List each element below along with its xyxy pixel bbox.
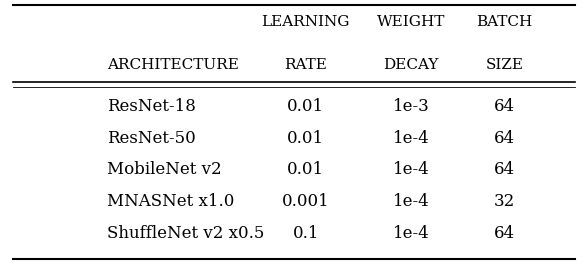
Text: ShuffleNet v2 x0.5: ShuffleNet v2 x0.5: [107, 225, 264, 242]
Text: 0.1: 0.1: [292, 225, 319, 242]
Text: BATCH: BATCH: [476, 15, 533, 30]
Text: 32: 32: [494, 193, 515, 210]
Text: 0.01: 0.01: [287, 130, 324, 147]
Text: 1e-4: 1e-4: [393, 161, 429, 178]
Text: WEIGHT: WEIGHT: [377, 15, 445, 30]
Text: 0.01: 0.01: [287, 161, 324, 178]
Text: ARCHITECTURE: ARCHITECTURE: [107, 57, 239, 72]
Text: ResNet-18: ResNet-18: [107, 98, 196, 115]
Text: 0.001: 0.001: [282, 193, 330, 210]
Text: SIZE: SIZE: [486, 57, 524, 72]
Text: LEARNING: LEARNING: [262, 15, 350, 30]
Text: MobileNet v2: MobileNet v2: [107, 161, 221, 178]
Text: 1e-4: 1e-4: [393, 130, 429, 147]
Text: DECAY: DECAY: [383, 57, 439, 72]
Text: 1e-3: 1e-3: [393, 98, 429, 115]
Text: 1e-4: 1e-4: [393, 193, 429, 210]
Text: 0.01: 0.01: [287, 98, 324, 115]
Text: ResNet-50: ResNet-50: [107, 130, 195, 147]
Text: 1e-4: 1e-4: [393, 225, 429, 242]
Text: 64: 64: [494, 161, 515, 178]
Text: 64: 64: [494, 225, 515, 242]
Text: 64: 64: [494, 98, 515, 115]
Text: MNASNet x1.0: MNASNet x1.0: [107, 193, 234, 210]
Text: 64: 64: [494, 130, 515, 147]
Text: RATE: RATE: [284, 57, 327, 72]
